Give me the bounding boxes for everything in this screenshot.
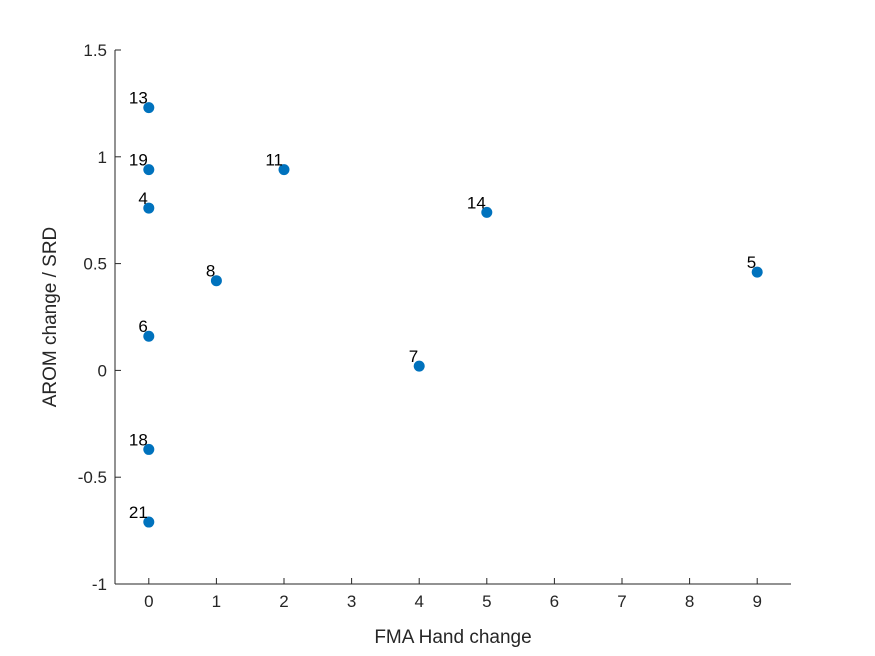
axes: 0 1 2 3 4 5 6 7 8 9 -1 -0.5 0 0.5 1 1.5 [78,41,791,611]
scatter-point [278,164,290,176]
y-axis-label: AROM change / SRD [40,227,61,408]
y-tick-label: 0 [98,361,107,380]
x-tick-label: 0 [144,592,153,611]
scatter-point [143,164,155,176]
scatter-point [413,360,425,372]
x-tick-label: 9 [752,592,761,611]
x-tick-label: 7 [617,592,626,611]
x-tick-label: 4 [414,592,423,611]
point-label: 13 [129,89,148,108]
point-label: 21 [129,503,148,522]
x-tick-label: 2 [279,592,288,611]
data-points: 13 19 4 6 18 21 8 11 7 14 5 [129,89,763,528]
scatter-point [143,516,155,528]
scatter-point [143,102,155,114]
y-tick-label: -0.5 [78,468,107,487]
scatter-point [751,266,763,278]
scatter-point [143,443,155,455]
scatter-point [143,202,155,214]
point-label: 11 [265,151,283,170]
point-label: 4 [138,189,147,208]
y-tick-label: 1.5 [83,41,107,60]
point-label: 6 [138,317,147,336]
scatter-point [143,330,155,342]
x-tick-label: 5 [482,592,491,611]
x-axis-label: FMA Hand change [374,627,531,648]
point-label: 8 [206,262,215,281]
y-tick-label: 1 [98,148,107,167]
point-label: 19 [129,151,148,170]
point-label: 5 [747,253,756,272]
x-tick-label: 1 [212,592,221,611]
x-tick-label: 3 [347,592,356,611]
point-label: 18 [129,430,148,449]
point-label: 14 [467,193,486,212]
point-label: 7 [409,347,418,366]
y-tick-label: 0.5 [83,255,107,274]
scatter-point [481,206,493,218]
scatter-point [210,275,222,287]
y-tick-label: -1 [92,575,107,594]
x-tick-label: 6 [550,592,559,611]
x-tick-label: 8 [685,592,694,611]
